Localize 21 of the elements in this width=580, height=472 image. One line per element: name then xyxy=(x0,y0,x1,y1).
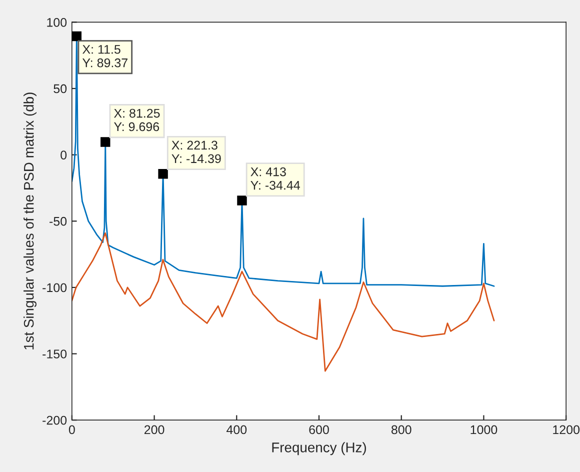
x-tick-label: 600 xyxy=(309,425,329,434)
y-tick-label: 100 xyxy=(47,18,67,27)
y-tick-label: 0 xyxy=(60,150,67,160)
y-tick-label: -100 xyxy=(42,283,67,292)
y-axis-title: 1st Singular values of the PSD matrix (db) xyxy=(24,92,36,350)
annotation: X: 413 Y: -34.44 xyxy=(250,167,300,190)
x-tick-label: 400 xyxy=(226,425,247,434)
x-tick-label: 200 xyxy=(144,425,164,434)
annotation: X: 11.5 Y: 89.37 xyxy=(82,45,128,68)
y-tick-label: -50 xyxy=(50,216,67,226)
y-tick-label: -150 xyxy=(42,350,67,358)
x-tick-label: 1000 xyxy=(470,425,498,434)
x-tick-label: 1200 xyxy=(553,425,580,434)
x-tick-label: 800 xyxy=(391,425,412,434)
annotation: X: 81.25 Y: 9.696 xyxy=(114,108,160,132)
y-tick-label: -200 xyxy=(42,416,67,425)
x-tick-label: 0 xyxy=(68,425,75,434)
x-axis-title: Frequency (Hz) xyxy=(272,442,366,456)
line-series xyxy=(72,232,495,372)
annotation: X: 221.3 Y: -14.39 xyxy=(172,140,221,164)
y-tick-label: 50 xyxy=(54,84,67,94)
